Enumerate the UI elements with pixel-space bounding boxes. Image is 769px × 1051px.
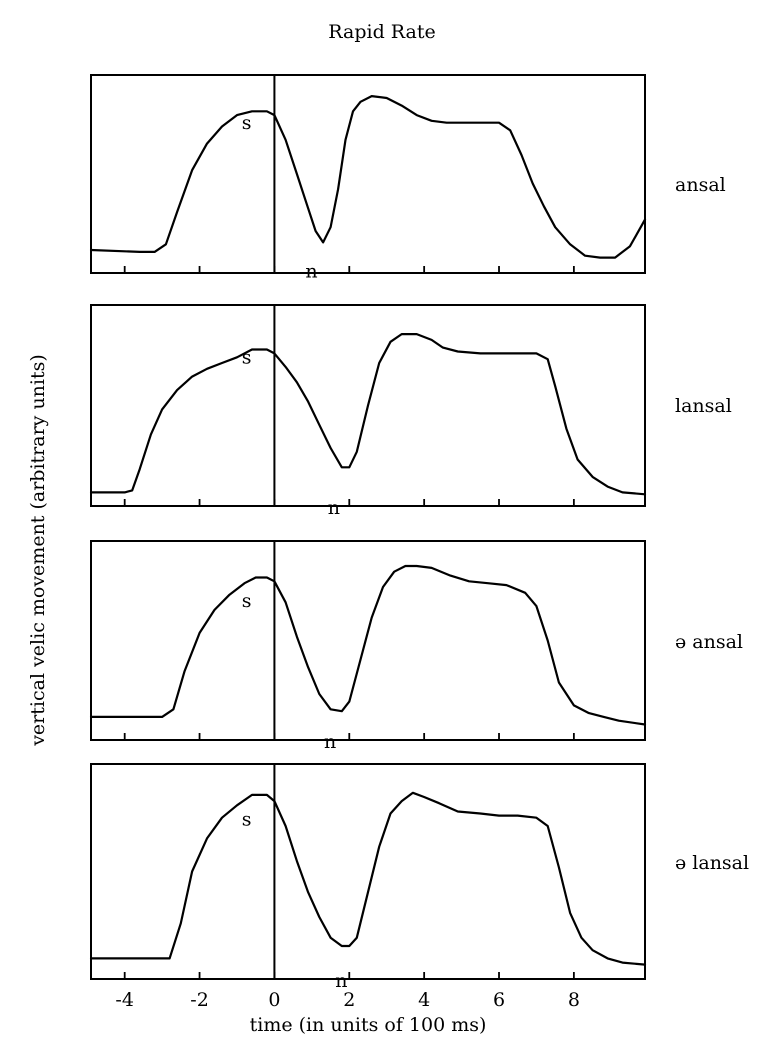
annotation-s: s	[242, 347, 252, 369]
panel-frame	[90, 74, 646, 274]
x-tick-label: 2	[343, 989, 355, 1011]
panels-group: s n ansal s n lansal s n ə ansal s n ə lansal	[89, 74, 749, 992]
panel-frame	[90, 763, 646, 980]
x-tick-label: 6	[493, 989, 505, 1011]
velum-trace	[89, 333, 647, 496]
panel-frame	[90, 540, 646, 741]
panel-4: s n ə lansal	[89, 763, 749, 992]
annotation-n: n	[324, 731, 336, 753]
velum-trace	[89, 791, 647, 966]
annotation-s: s	[242, 590, 252, 612]
x-tick-label: 0	[268, 989, 280, 1011]
y-axis-label: vertical velic movement (arbitrary units…	[27, 354, 49, 747]
chart-title: Rapid Rate	[328, 21, 435, 43]
annotation-n: n	[328, 497, 340, 519]
panel-label: ə ansal	[675, 631, 743, 653]
panel-frame	[90, 304, 646, 507]
panel-1: s n ansal	[89, 74, 726, 282]
annotation-n: n	[305, 260, 317, 282]
x-tick-label: -2	[190, 989, 209, 1011]
x-axis: -4 -2 0 2 4 6 8	[115, 989, 579, 1011]
annotation-s: s	[242, 112, 252, 134]
velum-trace	[89, 95, 647, 259]
panel-3: s n ə ansal	[89, 540, 743, 753]
panel-label: ansal	[675, 174, 726, 196]
panel-2: s n lansal	[89, 304, 732, 519]
x-tick-label: -4	[115, 989, 134, 1011]
panel-label: ə lansal	[675, 852, 749, 874]
panel-label: lansal	[675, 395, 732, 417]
x-axis-label: time (in units of 100 ms)	[250, 1014, 487, 1036]
velum-trace	[89, 564, 647, 726]
annotation-s: s	[242, 808, 252, 830]
x-tick-label: 4	[418, 989, 430, 1011]
x-tick-label: 8	[568, 989, 580, 1011]
annotation-n: n	[335, 970, 347, 992]
